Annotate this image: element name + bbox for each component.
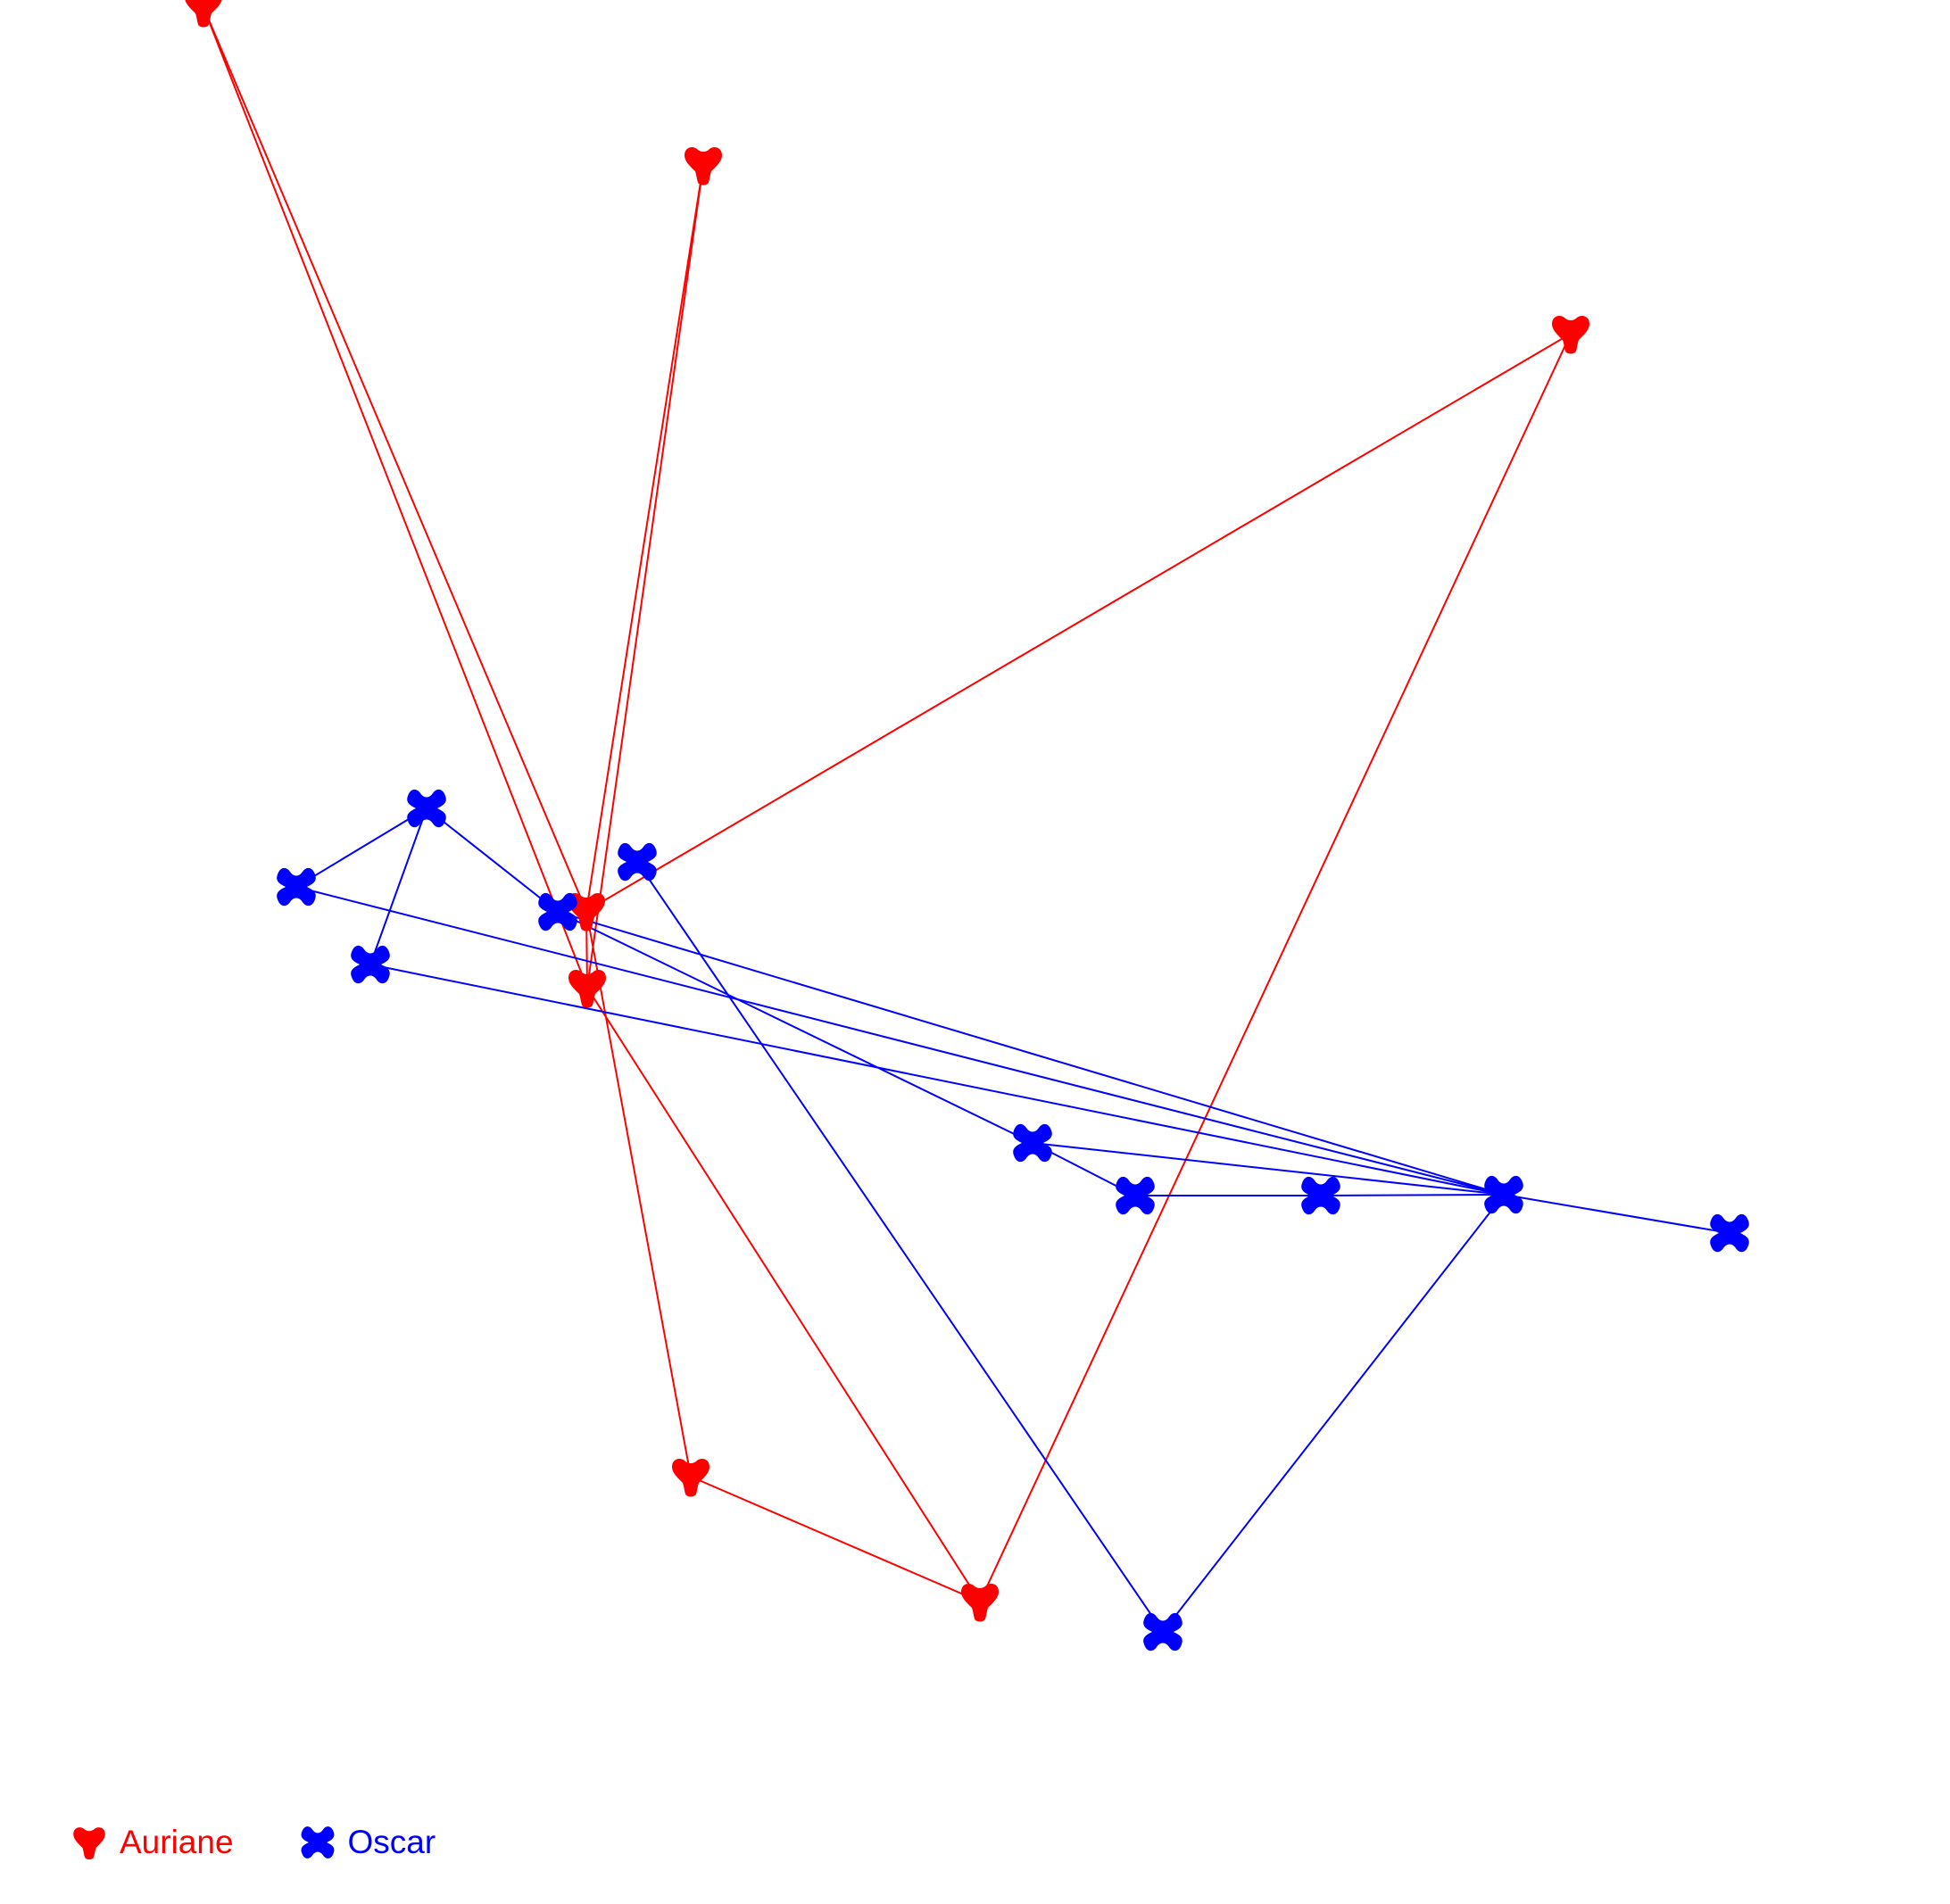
edge-auriane <box>586 987 981 1602</box>
data-point-oscar-4[interactable] <box>618 842 657 882</box>
data-point-oscar-2[interactable] <box>351 945 390 984</box>
edge-oscar <box>636 861 1164 1633</box>
data-point-oscar-9[interactable] <box>1710 1213 1749 1253</box>
data-point-oscar-0[interactable] <box>407 789 446 828</box>
legend-label-oscar: Oscar <box>347 1824 436 1860</box>
legend-entry-auriane[interactable]: Auriane <box>70 1823 234 1862</box>
data-point-oscar-3[interactable] <box>538 892 577 931</box>
edge-oscar <box>295 886 1505 1196</box>
edges-layer <box>203 6 1730 1633</box>
data-point-auriane-6[interactable] <box>961 1584 999 1622</box>
edge-auriane <box>690 1476 981 1602</box>
edge-auriane <box>585 910 692 1478</box>
oscar-legend-marker <box>301 1826 334 1858</box>
auriane-legend-marker <box>73 1827 105 1860</box>
markers-layer <box>185 0 1749 1652</box>
edge-oscar <box>1320 1194 1505 1196</box>
edge-auriane <box>585 333 1572 912</box>
data-point-auriane-1[interactable] <box>685 147 722 186</box>
data-point-oscar-5[interactable] <box>1013 1123 1052 1163</box>
data-point-auriane-2[interactable] <box>1552 316 1589 354</box>
data-point-auriane-0[interactable] <box>185 0 222 28</box>
edge-oscar <box>1503 1194 1730 1234</box>
data-point-auriane-5[interactable] <box>672 1459 709 1497</box>
edge-oscar <box>369 964 1505 1196</box>
legend: Auriane Oscar <box>70 1823 436 1862</box>
edge-auriane <box>203 6 587 912</box>
data-point-oscar-10[interactable] <box>1143 1612 1182 1652</box>
edge-oscar <box>426 807 559 913</box>
edge-oscar <box>1162 1194 1505 1633</box>
edge-oscar <box>295 807 427 888</box>
edge-auriane <box>586 164 704 989</box>
edge-auriane <box>203 6 588 989</box>
edge-auriane <box>585 164 704 912</box>
edge-oscar <box>1032 1142 1505 1196</box>
data-point-auriane-4[interactable] <box>568 970 606 1008</box>
data-point-oscar-1[interactable] <box>277 867 316 906</box>
legend-entry-oscar[interactable]: Oscar <box>298 1823 436 1862</box>
edge-oscar <box>557 911 1505 1196</box>
edge-auriane <box>979 333 1572 1602</box>
edge-oscar <box>369 807 427 965</box>
edge-oscar <box>557 911 1033 1144</box>
legend-label-auriane: Auriane <box>120 1824 234 1860</box>
